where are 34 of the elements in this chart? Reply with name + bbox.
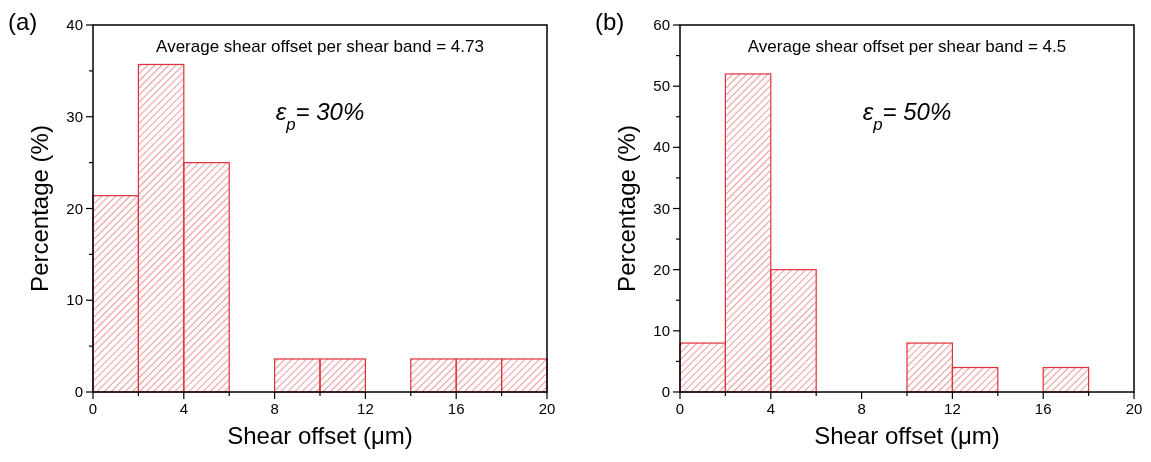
y-tick-label: 0 [661, 383, 670, 400]
annotation: Average shear offset per shear band = 4.73 [156, 37, 484, 56]
text: (b) [595, 8, 625, 35]
x-tick-label: 20 [1125, 400, 1143, 417]
x-tick-label: 20 [538, 400, 556, 417]
y-tick-label: 10 [653, 321, 670, 339]
y-tick-label: 50 [653, 77, 670, 95]
y-tick-label: 40 [66, 16, 83, 33]
y-tick-label: 60 [653, 16, 670, 33]
x-tick-label: 8 [857, 400, 866, 417]
x-tick-label: 0 [88, 400, 98, 417]
y-axis-title: Percentage (%) [26, 125, 53, 292]
y-tick-label: 30 [653, 199, 670, 217]
annotation: ε$_{p}$= 30% [275, 98, 365, 134]
x-axis-title: Shear offset (μm) [814, 422, 1000, 449]
x-tick-label: 16 [447, 400, 465, 417]
annotation: Average shear offset per shear band = 4.5 [747, 37, 1067, 56]
y-tick-label: 20 [653, 260, 670, 278]
y-tick-label: 20 [66, 199, 83, 217]
y-axis-title: Percentage (%) [613, 125, 640, 292]
x-tick-label: 8 [270, 400, 279, 417]
y-tick-label: 0 [74, 383, 83, 400]
x-tick-label: 0 [675, 400, 685, 417]
y-tick-label: 10 [66, 291, 83, 309]
y-tick-label: 30 [66, 107, 83, 125]
y-tick-label: 40 [653, 138, 670, 156]
x-tick-label: 12 [944, 400, 961, 417]
x-tick-label: 12 [357, 400, 374, 417]
x-tick-label: 4 [766, 400, 775, 417]
annotation: ε$_{p}$= 50% [862, 98, 952, 134]
x-tick-label: 16 [1034, 400, 1052, 417]
x-axis-title: Shear offset (μm) [227, 422, 413, 449]
x-tick-label: 4 [179, 400, 188, 417]
text: (a) [8, 8, 38, 35]
